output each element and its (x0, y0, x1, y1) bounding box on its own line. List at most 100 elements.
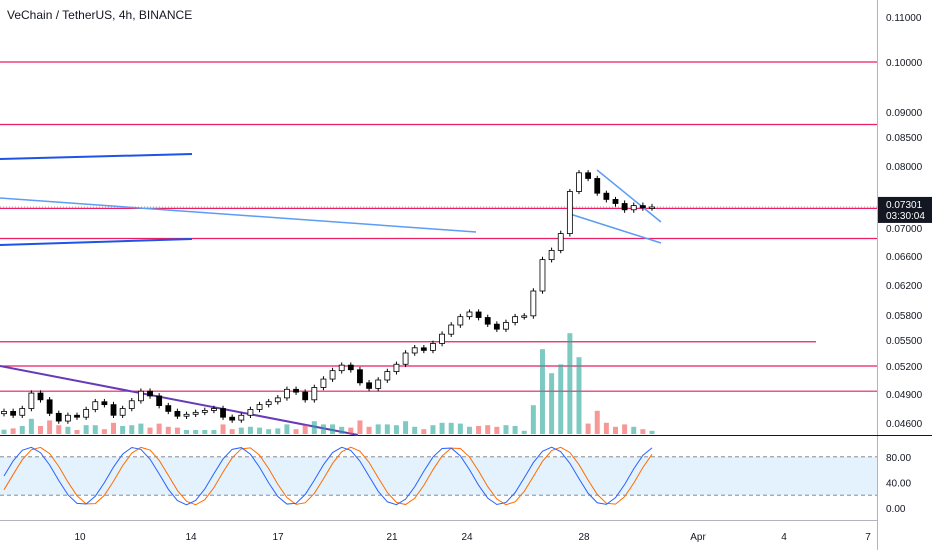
volume-bar (74, 430, 80, 434)
candle-body (201, 410, 208, 413)
volume-bar (393, 425, 399, 434)
volume-bar (311, 421, 317, 434)
price-tick-label: 0.10000 (886, 58, 923, 69)
candle-body (366, 382, 372, 389)
time-tick-label: 4 (781, 532, 787, 543)
candle-body (557, 233, 564, 251)
volume-bar (348, 427, 354, 434)
price-tick-label: 0.06600 (886, 252, 923, 263)
flag-lower-line (569, 213, 662, 244)
volume-bar (111, 422, 117, 434)
price-tick-label: 0.05500 (886, 336, 923, 347)
candle-body (466, 311, 473, 318)
countdown-label: 03:30:04 (886, 211, 925, 222)
candle-body (503, 322, 509, 330)
candle-body (138, 390, 144, 402)
candle-body (521, 315, 528, 318)
volume-bar (47, 420, 53, 434)
volume-bar (165, 426, 171, 434)
candle-body (384, 371, 391, 381)
indicator-tick-label: 40.00 (886, 478, 911, 489)
volume-bar (366, 426, 372, 434)
candle-body (183, 413, 190, 417)
candle-body (110, 404, 117, 416)
candle-body (329, 370, 336, 380)
volume-bar (384, 424, 390, 434)
volume-bar (603, 422, 609, 434)
volume-bar (357, 420, 363, 434)
trendline-lower (0, 238, 193, 246)
volume-bar (430, 425, 436, 434)
candle-body (585, 172, 592, 179)
price-tick-label: 0.11000 (886, 13, 922, 24)
candle-body (74, 414, 80, 418)
horizontal-levels (0, 61, 877, 392)
volume-bar (466, 426, 472, 434)
candle-body (92, 401, 99, 410)
volume-bar (476, 426, 482, 434)
price-tick-label: 0.07000 (886, 224, 923, 235)
candle-body (192, 411, 199, 415)
volume-bar (229, 429, 235, 434)
candle-body (347, 364, 354, 371)
candle-body (128, 400, 135, 409)
volume-bar (649, 430, 655, 434)
volume-bar (567, 333, 573, 434)
volume-bar (293, 429, 299, 434)
volume-bar (576, 357, 582, 434)
candle-body (156, 395, 163, 406)
time-tick-label: 17 (272, 532, 284, 543)
time-tick-label: 24 (461, 532, 473, 543)
candle-body (274, 397, 281, 403)
volume-bar (202, 430, 208, 434)
candle-body (256, 404, 263, 410)
price-tick-label: 0.04600 (886, 419, 923, 430)
candle-body (439, 333, 445, 344)
chart-title: VeChain / TetherUS, 4h, BINANCE (7, 8, 193, 22)
volume-bar (558, 364, 564, 434)
candle-body (603, 192, 610, 200)
candle-body (229, 416, 236, 421)
candle-body (448, 324, 455, 335)
volume-bar (28, 418, 34, 434)
time-tick-label: 28 (578, 532, 590, 543)
volume-bar (585, 423, 591, 434)
candle-body (566, 191, 573, 234)
candle-body (101, 401, 108, 406)
volume-bar (10, 428, 16, 434)
price-tick-label: 0.06200 (886, 281, 923, 292)
candle-body (19, 408, 26, 416)
stoch-band (0, 456, 877, 496)
volume-bar (457, 423, 463, 434)
candle-body (311, 387, 318, 401)
volume-bar (631, 426, 637, 434)
volume-bar (138, 423, 144, 434)
trendline-upper (0, 153, 193, 160)
candle-body (119, 408, 126, 416)
volume-bar (266, 429, 272, 434)
candle-body (293, 388, 299, 393)
volume-bar (38, 426, 44, 434)
volume-bar (549, 373, 555, 434)
volume-bar (257, 427, 263, 434)
candle-body (238, 414, 245, 421)
stoch-k-line (3, 446, 653, 506)
candle-body (83, 409, 90, 418)
volume-bar (284, 424, 290, 434)
trendline-descending (0, 365, 359, 436)
candle-body (338, 364, 345, 372)
price-tick-label: 0.08000 (886, 162, 923, 173)
volume-bar (539, 349, 545, 434)
candle-body (375, 379, 382, 389)
candle-body (147, 390, 153, 397)
candle-body (357, 369, 363, 384)
volume-bar (147, 427, 153, 434)
volume-bar (193, 430, 199, 434)
volume-bar (56, 425, 62, 434)
volume-bar (512, 426, 518, 434)
price-tick-label: 0.08500 (886, 133, 923, 144)
axes-labels: 0.110000.100000.090000.085000.080000.074… (74, 13, 932, 543)
volume-bar (1, 429, 7, 434)
